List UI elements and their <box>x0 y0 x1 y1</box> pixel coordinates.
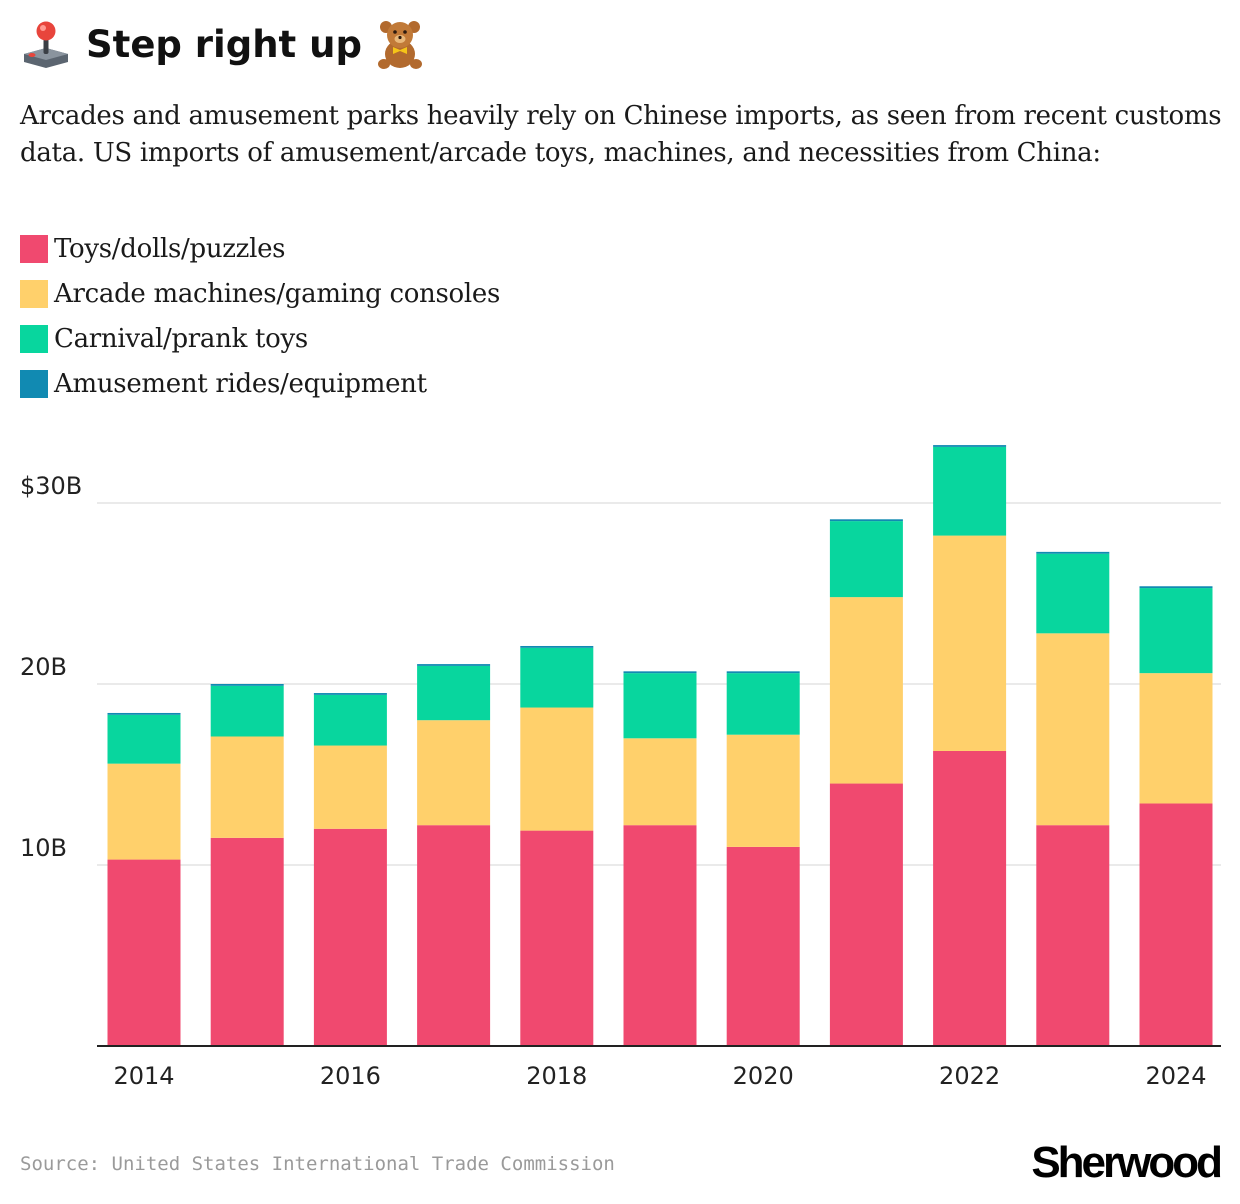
bar-2014-series-3 <box>107 712 181 715</box>
legend-item-arcade: Arcade machines/gaming consoles <box>20 271 500 316</box>
bar-2017-series-2 <box>417 665 491 721</box>
legend-swatch-arcade <box>20 279 48 308</box>
legend-swatch-carnival <box>20 324 48 353</box>
x-tick-label-2022: 2022 <box>939 1062 1000 1090</box>
x-tick-label-2018: 2018 <box>526 1062 587 1090</box>
bar-2023-series-3 <box>1036 551 1110 554</box>
legend-label-arcade: Arcade machines/gaming consoles <box>54 278 501 309</box>
bar-2018-series-3 <box>520 645 594 648</box>
y-tick-label-30: $30B <box>20 472 82 500</box>
bar-2021-series-0 <box>829 783 903 1046</box>
legend-item-rides: Amusement rides/equipment <box>20 361 500 406</box>
bar-2020-series-0 <box>726 846 800 1046</box>
y-tick-label-10: 10B <box>20 834 67 862</box>
bar-2022-series-3 <box>933 445 1007 447</box>
bar-2016-series-2 <box>313 694 387 746</box>
bar-2015-series-3 <box>210 684 284 686</box>
source-note: Source: United States International Trad… <box>20 1153 615 1175</box>
bar-2015-series-0 <box>210 837 284 1046</box>
bar-2024-series-0 <box>1139 803 1213 1046</box>
stacked-bar-chart: 10B 20B $30B 2014 2016 2018 2020 2022 2024 <box>20 445 1221 1090</box>
bar-2021-series-3 <box>829 519 903 522</box>
bar-2018-series-0 <box>520 830 594 1046</box>
bar-2017-series-1 <box>417 720 491 826</box>
bar-2022-series-0 <box>933 750 1007 1046</box>
bar-2023-series-2 <box>1036 553 1110 634</box>
chart-title: Step right up <box>86 22 362 66</box>
bar-2019-series-2 <box>623 673 697 739</box>
joystick-icon <box>24 21 68 68</box>
legend-label-carnival: Carnival/prank toys <box>54 323 308 354</box>
bar-2016-series-0 <box>313 828 387 1046</box>
bar-2019-series-1 <box>623 738 697 826</box>
bar-2024-series-3 <box>1139 586 1213 589</box>
bar-2018-series-2 <box>520 647 594 708</box>
bar-2018-series-1 <box>520 707 594 831</box>
legend-label-rides: Amusement rides/equipment <box>54 368 427 399</box>
bar-2023-series-1 <box>1036 633 1110 826</box>
chart-title-row: Step right up <box>20 18 424 70</box>
bar-2020-series-2 <box>726 673 800 735</box>
bar-2019-series-0 <box>623 825 697 1046</box>
legend: Toys/dolls/puzzles Arcade machines/gamin… <box>20 226 500 406</box>
bar-2014-series-1 <box>107 763 181 860</box>
bar-2020-series-3 <box>726 671 800 674</box>
x-tick-label-2020: 2020 <box>733 1062 794 1090</box>
bar-2021-series-2 <box>829 521 903 598</box>
bar-2015-series-2 <box>210 685 284 737</box>
legend-swatch-toys <box>20 234 48 263</box>
y-tick-label-20: 20B <box>20 653 67 681</box>
bar-2023-series-0 <box>1036 825 1110 1046</box>
bar-2016-series-1 <box>313 745 387 829</box>
bar-2024-series-1 <box>1139 673 1213 804</box>
bar-2017-series-0 <box>417 825 491 1046</box>
legend-item-toys: Toys/dolls/puzzles <box>20 226 500 271</box>
bar-2017-series-3 <box>417 664 491 666</box>
bar-2024-series-2 <box>1139 588 1213 674</box>
bar-2022-series-1 <box>933 535 1007 751</box>
chart-subtitle: Arcades and amusement parks heavily rely… <box>20 101 1222 168</box>
legend-swatch-rides <box>20 369 48 398</box>
bar-2020-series-1 <box>726 734 800 847</box>
bar-2022-series-2 <box>933 446 1007 536</box>
x-tick-label-2014: 2014 <box>113 1062 174 1090</box>
bar-2021-series-1 <box>829 597 903 784</box>
bar-2015-series-1 <box>210 736 284 838</box>
sherwood-logo: Sherwood <box>1031 1138 1223 1187</box>
bar-2014-series-2 <box>107 714 181 764</box>
legend-label-toys: Toys/dolls/puzzles <box>54 233 286 264</box>
x-tick-label-2016: 2016 <box>320 1062 381 1090</box>
bar-2016-series-3 <box>313 693 387 695</box>
bar-2014-series-0 <box>107 859 181 1046</box>
legend-item-carnival: Carnival/prank toys <box>20 316 500 361</box>
bar-2019-series-3 <box>623 671 697 674</box>
teddy-bear-icon <box>377 21 422 69</box>
x-tick-label-2024: 2024 <box>1145 1062 1206 1090</box>
